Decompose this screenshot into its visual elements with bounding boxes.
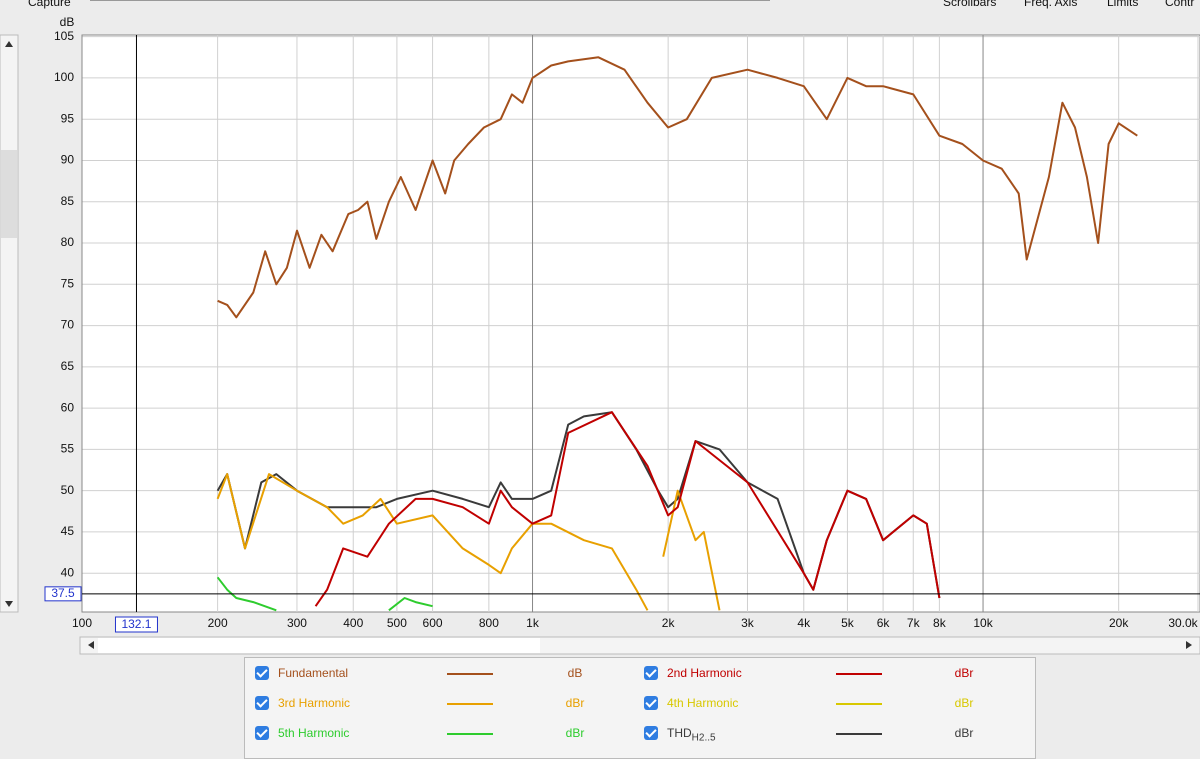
legend-unit: dBr (954, 696, 974, 710)
legend-unit: dB (567, 666, 583, 680)
series-line (314, 411, 941, 607)
x-tick-label: 2k (662, 616, 676, 630)
scroll-left[interactable] (88, 641, 94, 649)
legend: Fundamental dB 2nd Harmonic dBr 3rd Harmonic… (244, 657, 1036, 759)
x-tick-label: 300 (287, 616, 307, 630)
x-tick-label: 20k (1109, 616, 1129, 630)
y-tick-label: 70 (61, 318, 75, 332)
capture-tab[interactable]: Capture (28, 0, 71, 9)
toolbar-button[interactable]: Contr (1165, 0, 1195, 9)
x-tick-label: 800 (479, 616, 499, 630)
y-tick-label: 105 (54, 29, 74, 43)
legend-unit: dBr (565, 696, 585, 710)
legend-checkbox[interactable] (644, 696, 658, 710)
scroll-up[interactable] (5, 41, 13, 47)
legend-checkbox[interactable] (255, 666, 269, 680)
series-line (216, 473, 721, 611)
y-tick-label: 75 (61, 276, 75, 290)
y-axis-label: dB (60, 15, 75, 29)
legend-name: 2nd Harmonic (667, 666, 742, 680)
cursor-x-box (114, 616, 158, 633)
x-tick-label: 100 (72, 616, 92, 630)
legend-checkbox[interactable] (644, 666, 658, 680)
x-tick-label: 8k (933, 616, 947, 630)
x-tick-label: 500 (387, 616, 407, 630)
y-tick-label: 90 (61, 153, 75, 167)
legend-name: 5th Harmonic (278, 726, 350, 740)
x-tick-label: 30.0k (1168, 616, 1198, 630)
cursor-x-label: 132.1 (121, 617, 151, 631)
x-tick-label: 400 (343, 616, 363, 630)
y-tick-label: 100 (54, 70, 74, 84)
y-tick-label: 65 (61, 359, 75, 373)
x-tick-label: 200 (208, 616, 228, 630)
series-line (216, 576, 433, 612)
y-tick-label: 45 (61, 524, 75, 538)
x-tick-label: 5k (841, 616, 855, 630)
y-tick-label: 55 (61, 442, 75, 456)
cursor-y-label: 37.5 (51, 586, 75, 600)
legend-swatch (447, 703, 493, 705)
x-tick-label: 3k (741, 616, 755, 630)
x-tick-label: 10k (973, 616, 993, 630)
legend-checkbox[interactable] (255, 726, 269, 740)
x-tick-label: 7k (907, 616, 921, 630)
legend-swatch (836, 703, 882, 705)
plot-area (81, 34, 1200, 613)
v-scroll-thumb[interactable] (1, 150, 17, 238)
chart: dB 40 45 50 55 60 65 70 75 80 85 90 95 100 105 100 200 3… (0, 0, 1200, 655)
scroll-down[interactable] (5, 601, 13, 607)
h-scroll-thumb[interactable] (98, 638, 540, 653)
legend-name: 4th Harmonic (667, 696, 739, 710)
legend-unit: dBr (954, 726, 974, 740)
x-tick-label: 600 (423, 616, 443, 630)
legend-swatch (836, 733, 882, 735)
y-tick-label: 50 (61, 483, 75, 497)
v-scrollbar[interactable] (0, 34, 19, 613)
y-tick-label: 95 (61, 111, 75, 125)
legend-checkbox[interactable] (644, 726, 658, 740)
cursor-y-box (44, 586, 82, 602)
legend-swatch (447, 673, 493, 675)
series-line (217, 56, 1138, 319)
legend-swatch (836, 673, 882, 675)
x-tick-label: 4k (797, 616, 811, 630)
legend-unit: dBr (565, 726, 585, 740)
y-tick-label: 40 (61, 565, 75, 579)
legend-name: THDH2..5 (667, 726, 716, 744)
x-tick-label: 6k (877, 616, 891, 630)
y-tick-label: 60 (61, 400, 75, 414)
x-tick-label: 1k (526, 616, 540, 630)
toolbar-button[interactable]: Freq. Axis (1024, 0, 1078, 9)
legend-unit: dBr (954, 666, 974, 680)
legend-swatch (447, 733, 493, 735)
legend-name: Fundamental (278, 666, 349, 680)
y-tick-label: 85 (61, 194, 75, 208)
legend-subscript: H2..5 (691, 732, 716, 744)
legend-name: 3rd Harmonic (278, 696, 351, 710)
toolbar-button[interactable]: Limits (1107, 0, 1139, 9)
scroll-right[interactable] (1186, 641, 1192, 649)
toolbar-button[interactable]: Scrollbars (943, 0, 997, 9)
y-tick-label: 80 (61, 235, 75, 249)
legend-checkbox[interactable] (255, 696, 269, 710)
